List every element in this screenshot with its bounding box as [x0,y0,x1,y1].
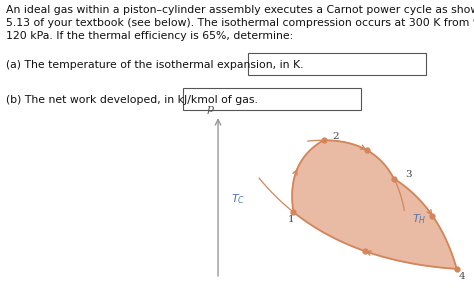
Text: 2: 2 [333,132,339,141]
Text: $T_H$: $T_H$ [412,212,426,226]
Text: 4: 4 [458,272,465,281]
Text: (b) The net work developed, in kJ/kmol of gas.: (b) The net work developed, in kJ/kmol o… [6,95,258,105]
Text: p: p [207,103,214,113]
Text: 1: 1 [288,215,294,224]
Text: $T_C$: $T_C$ [231,192,245,206]
Bar [183,88,361,110]
Text: An ideal gas within a piston–cylinder assembly executes a Carnot power cycle as : An ideal gas within a piston–cylinder as… [6,5,474,15]
Text: 5.13 of your textbook (see below). The isothermal compression occurs at 300 K fr: 5.13 of your textbook (see below). The i… [6,18,474,28]
Polygon shape [292,140,456,269]
Text: 120 kPa. If the thermal efficiency is 65%, determine:: 120 kPa. If the thermal efficiency is 65… [6,31,293,41]
Bar [248,53,426,75]
Text: 3: 3 [406,170,412,179]
Text: (a) The temperature of the isothermal expansion, in K.: (a) The temperature of the isothermal ex… [6,60,303,70]
